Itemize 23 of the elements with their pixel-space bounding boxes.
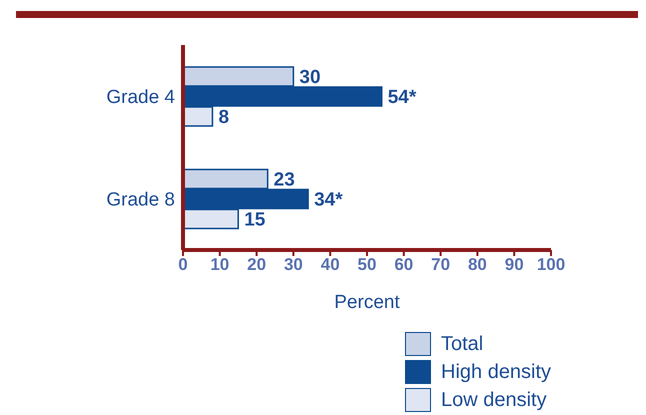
x-tick-label: 100 [536,255,566,274]
data-label: 54* [388,87,417,108]
x-tick-label: 50 [358,255,376,274]
x-tick-label: 20 [247,255,266,274]
x-tick-label: 0 [178,255,188,274]
data-label: 15 [244,210,266,231]
legend-label: Low density [441,388,547,412]
x-tick-label: 40 [320,255,340,274]
y-tick-label: Grade 4 [106,86,176,108]
x-tick-label: 90 [504,255,524,274]
data-label: 8 [218,107,230,128]
x-tick-label: 30 [284,255,303,274]
x-tick-label: 10 [210,255,230,274]
y-tick-label: Grade 8 [106,189,175,210]
data-label: 30 [299,67,321,88]
data-label: 34* [314,190,344,211]
x-tick-label: 60 [394,255,414,274]
x-axis-title: Percent [334,292,400,313]
x-tick-label: 70 [431,255,450,274]
x-tick-label: 80 [468,255,487,274]
legend-label: Total [441,332,484,356]
data-label: 23 [274,170,295,191]
legend-label: High density [441,360,552,384]
